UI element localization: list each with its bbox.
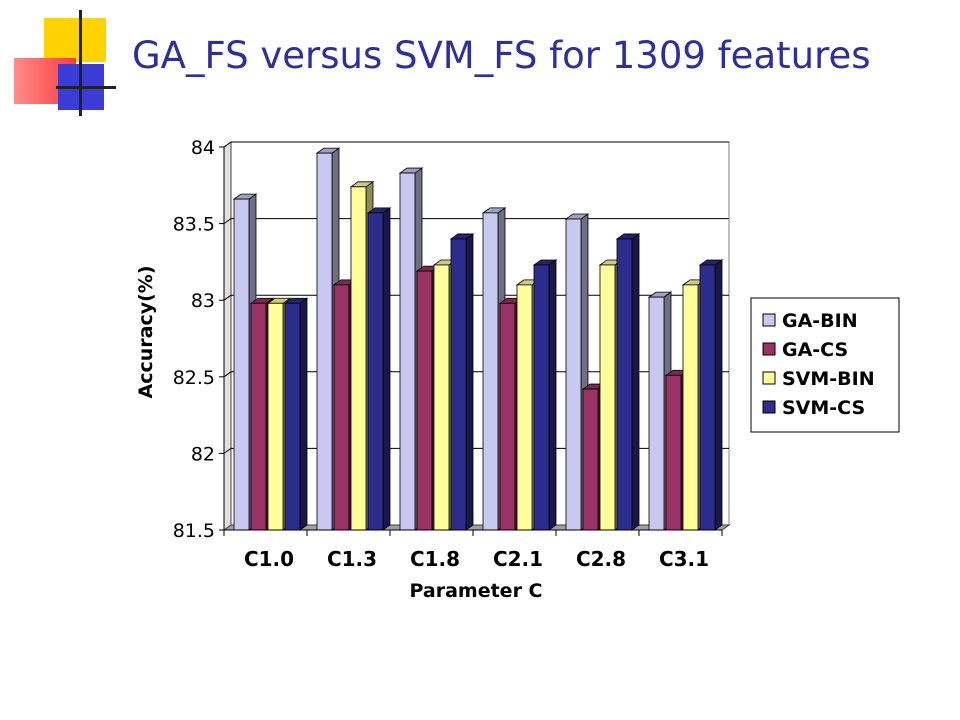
x-tick-label: C1.3 — [327, 547, 377, 571]
bar-front — [616, 238, 633, 531]
bar — [615, 233, 641, 531]
decor-horizontal-line — [56, 86, 116, 89]
plot-side-wall — [223, 141, 232, 531]
bar — [366, 207, 392, 531]
bar-front — [599, 264, 616, 531]
x-axis-title: Parameter C — [409, 580, 542, 602]
bar — [532, 259, 558, 531]
bar-side — [465, 233, 474, 531]
bar-front — [682, 284, 699, 531]
bar-front — [516, 284, 533, 531]
legend-swatch — [762, 342, 776, 356]
legend: GA-BIN GA-CS SVM-BIN SVM-CS — [750, 297, 900, 433]
bar-front — [699, 264, 716, 531]
y-tick-label: 82 — [191, 443, 215, 465]
y-tick-label: 83 — [191, 290, 215, 312]
x-tick-label: C2.8 — [576, 547, 626, 571]
legend-label: GA-BIN — [782, 310, 858, 332]
grid-layer — [222, 141, 731, 531]
bar-front — [450, 238, 467, 531]
x-tick-label: C2.1 — [493, 547, 543, 571]
bar-front — [250, 302, 267, 531]
bar-front — [416, 270, 433, 531]
bar-side — [299, 297, 308, 531]
gridline-depth — [223, 447, 232, 454]
bar-front — [433, 264, 450, 531]
bar — [449, 233, 475, 531]
bar-front — [533, 264, 550, 531]
legend-label: GA-CS — [782, 339, 848, 361]
legend-label: SVM-CS — [782, 397, 865, 419]
legend-swatch — [762, 371, 776, 385]
bar-front — [233, 198, 250, 531]
legend-swatch — [762, 313, 776, 327]
y-tick-label: 83.5 — [173, 214, 215, 236]
slide-title: GA_FS versus SVM_FS for 1309 features — [132, 34, 871, 77]
x-tick-label: C1.8 — [410, 547, 460, 571]
decor-vertical-line — [79, 10, 82, 116]
bars-layer — [232, 147, 724, 531]
bar-front — [648, 296, 665, 531]
y-tick-label: 84 — [191, 137, 215, 159]
legend-label: SVM-BIN — [782, 368, 875, 390]
bar-front — [499, 302, 516, 531]
gridline-depth — [223, 371, 232, 378]
gridline-depth — [223, 294, 232, 301]
bar — [698, 259, 724, 531]
bar-front — [582, 388, 599, 531]
bar-front — [665, 374, 682, 531]
bar-front — [267, 302, 284, 531]
y-tick-label: 82.5 — [173, 367, 215, 389]
legend-swatch — [762, 400, 776, 414]
x-tick-label: C3.1 — [659, 547, 709, 571]
bar-front — [284, 302, 301, 531]
bar-side — [548, 259, 557, 531]
bar-front — [350, 186, 367, 531]
legend-box — [750, 297, 900, 433]
bar-side — [382, 207, 391, 531]
bar — [283, 297, 309, 531]
decor-yellow-square — [44, 18, 106, 62]
axis-layer: 81.5 82 82.5 83 83.5 84 C1.0 C1.3 C1.8 C2.1 C2.8 C3… — [173, 137, 723, 571]
bar-front — [333, 284, 350, 531]
bar-front — [565, 218, 582, 531]
gridline-depth — [223, 141, 232, 148]
bar-front — [482, 212, 499, 531]
bar-front — [316, 152, 333, 531]
gridline-depth — [223, 218, 232, 225]
bar-front — [367, 212, 384, 531]
bar-front — [399, 172, 416, 531]
bar-side — [714, 259, 723, 531]
x-tick-label: C1.0 — [244, 547, 294, 571]
y-axis-title: Accuracy(%) — [135, 266, 157, 399]
bar-side — [631, 233, 640, 531]
plot-area — [230, 141, 730, 526]
y-tick-label: 81.5 — [173, 520, 215, 542]
